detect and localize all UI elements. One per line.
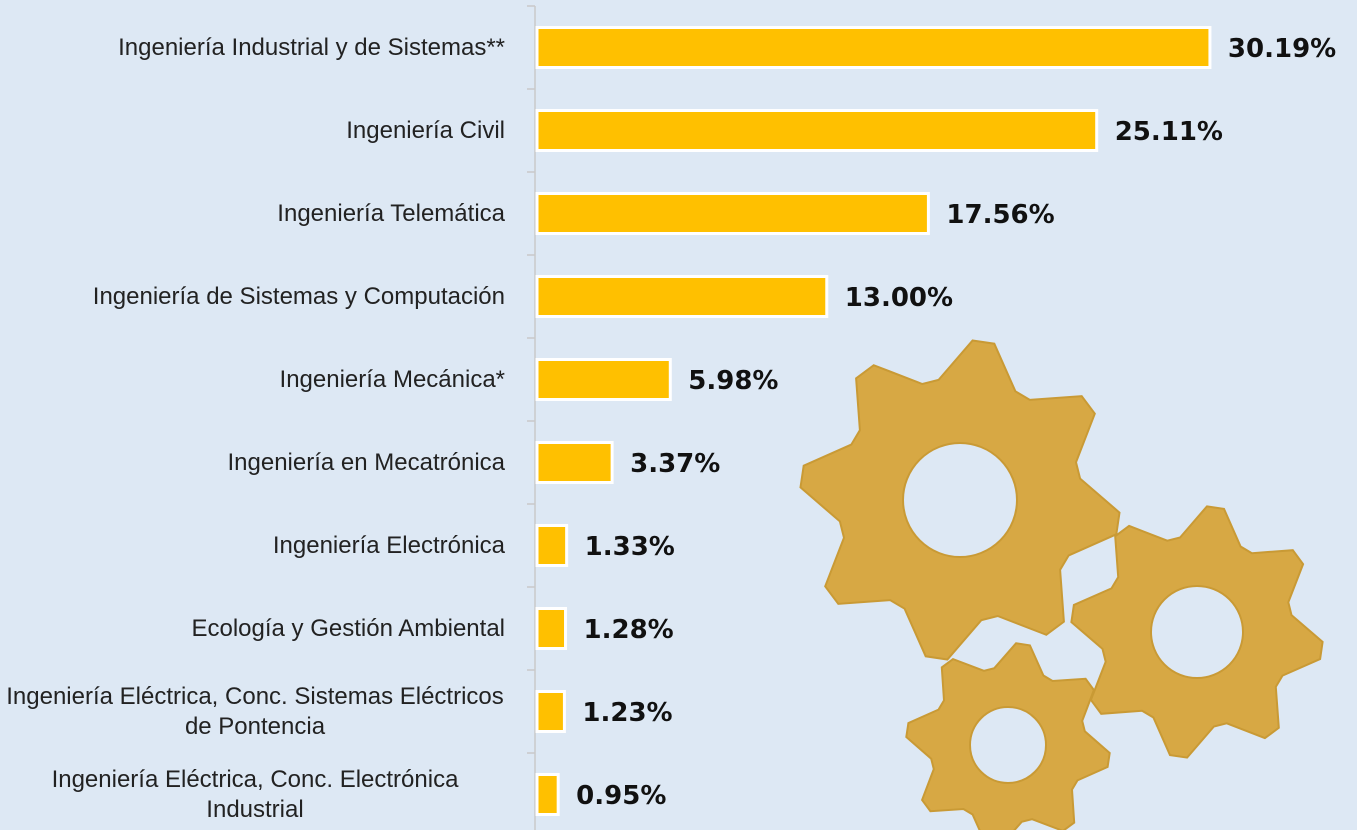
category-label: Ingeniería en Mecatrónica <box>5 423 505 503</box>
value-label: 17.56% <box>946 200 1054 230</box>
value-label: 5.98% <box>688 366 778 396</box>
category-text: Ingeniería en Mecatrónica <box>228 448 506 478</box>
category-text: Ingeniería de Sistemas y Computación <box>93 282 505 312</box>
category-text: Ingeniería Eléctrica, Conc. Electrónica … <box>5 765 505 825</box>
bar <box>537 526 567 566</box>
value-label: 1.28% <box>584 615 674 645</box>
bar <box>537 194 928 234</box>
category-label: Ingeniería de Sistemas y Computación <box>5 257 505 337</box>
category-label: Ingeniería Civil <box>5 91 505 171</box>
category-text: Ingeniería Telemática <box>277 199 505 229</box>
category-text: Ingeniería Electrónica <box>273 531 505 561</box>
bar <box>537 111 1097 151</box>
category-text: Ecología y Gestión Ambiental <box>191 614 505 644</box>
value-label: 25.11% <box>1115 117 1223 147</box>
bar <box>537 360 670 400</box>
category-text: Ingeniería Civil <box>346 116 505 146</box>
gear <box>801 341 1120 660</box>
bar <box>537 692 564 732</box>
value-label: 1.33% <box>585 532 675 562</box>
value-label: 0.95% <box>576 781 666 811</box>
bar <box>537 609 566 649</box>
bar <box>537 443 612 483</box>
category-label: Ingeniería Telemática <box>5 174 505 254</box>
gear-decoration <box>801 341 1323 830</box>
bar <box>537 28 1210 68</box>
category-label: Ingeniería Mecánica* <box>5 340 505 420</box>
bar <box>537 277 827 317</box>
category-label: Ingeniería Eléctrica, Conc. Sistemas Elé… <box>5 672 505 752</box>
value-label: 1.23% <box>582 698 672 728</box>
category-text: Ingeniería Mecánica* <box>280 365 505 395</box>
value-label: 13.00% <box>845 283 953 313</box>
gear <box>1071 506 1322 757</box>
category-label: Ecología y Gestión Ambiental <box>5 589 505 669</box>
category-label: Ingeniería Eléctrica, Conc. Electrónica … <box>5 755 505 830</box>
gear <box>906 643 1109 830</box>
value-label: 3.37% <box>630 449 720 479</box>
category-text: Ingeniería Eléctrica, Conc. Sistemas Elé… <box>5 682 505 742</box>
bar <box>537 775 558 815</box>
category-label: Ingeniería Industrial y de Sistemas** <box>5 8 505 88</box>
value-label: 30.19% <box>1228 34 1336 64</box>
category-text: Ingeniería Industrial y de Sistemas** <box>118 33 505 63</box>
category-label: Ingeniería Electrónica <box>5 506 505 586</box>
chart: 30.19% 25.11% 17.56% 13.00% 5.98% 3.37% 1.33% 1… <box>0 0 1357 830</box>
